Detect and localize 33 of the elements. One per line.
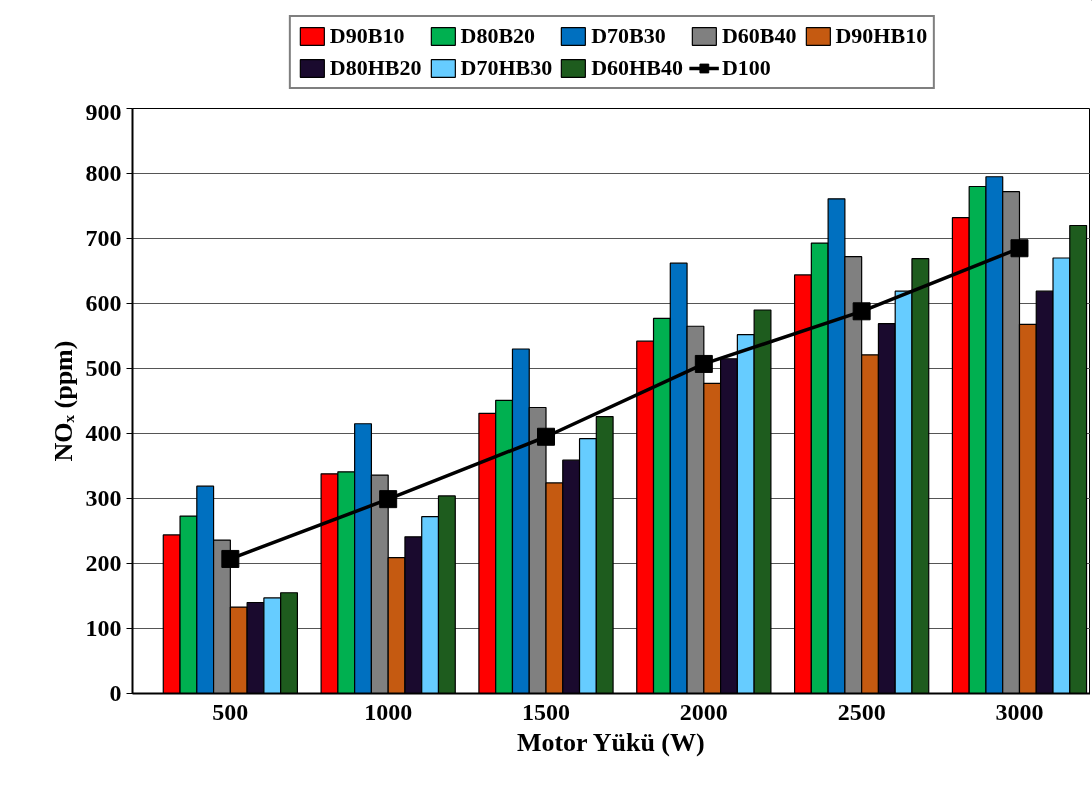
x-tick-label: 2500 [837,698,886,725]
y-tick-label: 100 [85,615,122,641]
y-tick-label: 400 [85,420,122,446]
legend-label: D80HB20 [329,55,422,81]
y-tick-label: 600 [85,290,122,316]
point [537,427,555,446]
legend-label: D90B10 [329,23,405,49]
point [221,549,240,568]
point [694,354,713,373]
point [852,302,871,321]
x-tick-label: 2000 [679,698,728,725]
legend-label: D90HB10 [835,23,928,49]
y-axis-title: NOₓ (ppm) [48,340,78,462]
x-axis-title: Motor Yükü (W) [516,727,705,757]
legend-label: D60B40 [721,23,797,49]
x-tick-label: 500 [212,698,249,725]
y-tick-label: 200 [85,550,122,576]
x-tick-label: 3000 [995,698,1044,725]
y-tick-label: 800 [85,160,122,186]
legend-label: D100 [721,55,771,81]
legend-label: D60HB40 [591,55,683,81]
y-tick-label: 900 [85,98,122,125]
x-tick-label: 1500 [522,698,570,725]
y-tick-label: 300 [85,485,122,511]
y-tick-label: 0 [109,680,122,706]
x-tick-label: 1000 [364,698,413,725]
y-tick-label: 500 [85,355,122,381]
y-tick-label: 700 [85,225,122,251]
legend-label: D80B20 [460,23,536,49]
legend-label: D70B30 [591,23,666,49]
legend-label: D70HB30 [460,55,553,81]
point [379,490,398,509]
point [1010,239,1029,258]
